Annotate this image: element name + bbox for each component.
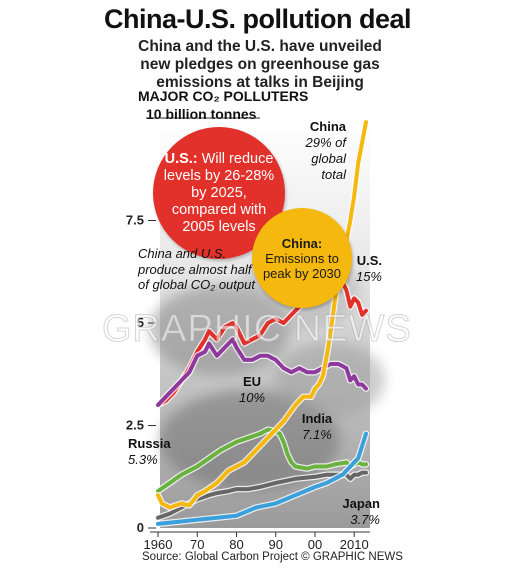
us-share: 15% — [355, 269, 382, 284]
china-annotation: China 29% of global total — [300, 119, 346, 183]
india-annotation: India 7.1% — [292, 411, 342, 443]
us-annotation: U.S. 15% — [346, 253, 382, 285]
x-tick-label: 1960 — [144, 537, 173, 552]
series-line-us — [156, 280, 368, 407]
x-tick-label: 00 — [308, 537, 322, 552]
india-share: 7.1% — [302, 427, 332, 442]
china-pledge-bubble: China: Emissions to peak by 2030 — [252, 208, 352, 308]
india-series-name: India — [301, 411, 333, 426]
japan-series-name: Japan — [342, 496, 380, 511]
subtitle-line-2: new pledges on greenhouse gas — [140, 56, 380, 73]
subtitle-line-1: China and the U.S. have unveiled — [138, 38, 382, 55]
eu-annotation: EU 10% — [232, 374, 272, 406]
china-share: 29% of global total — [305, 135, 346, 182]
japan-share: 3.7% — [350, 512, 380, 527]
y-tick-label: 2.5 — [126, 418, 144, 433]
axes: 0 2.5 5 7.5 1960 70 80 90 00 2010 — [126, 117, 370, 552]
source-credit: Source: Global Carbon Project © GRAPHIC … — [142, 551, 403, 563]
x-tick-label: 90 — [269, 537, 283, 552]
subtitle-line-3: emissions at talks in Beijing — [156, 74, 364, 91]
watermark: GRAPHIC NEWS — [102, 308, 412, 351]
y-axis-unit-label: 10 billion tonnes — [146, 106, 257, 122]
russia-annotation: Russia 5.3% — [128, 436, 178, 468]
us-series-name: U.S. — [356, 253, 382, 268]
series-line-eu — [156, 337, 368, 407]
eu-share: 10% — [238, 390, 266, 405]
china-pledge-text: Emissions to peak by 2030 — [262, 250, 342, 281]
china-series-name: China — [309, 119, 346, 134]
y-tick-label: 0 — [137, 520, 144, 535]
series-line-india — [156, 431, 368, 526]
russia-share: 5.3% — [128, 452, 158, 467]
us-pledge-label: U.S.: — [164, 150, 198, 167]
us-pledge-text: Will reduce levels by 26-28% by 2025, co… — [163, 150, 275, 235]
x-tick-label: 80 — [229, 537, 243, 552]
eu-series-name: EU — [242, 374, 262, 389]
x-tick-label: 2010 — [340, 537, 369, 552]
chart-title: MAJOR CO₂ POLLUTERS — [138, 88, 309, 104]
series-line-japan — [156, 470, 368, 520]
russia-series-name: Russia — [128, 436, 171, 451]
china-pledge-label: China: — [281, 235, 323, 251]
headline: China-U.S. pollution deal — [104, 4, 412, 34]
japan-annotation: Japan 3.7% — [336, 496, 380, 528]
y-tick-label: 5 — [137, 315, 144, 330]
x-tick-label: 70 — [190, 537, 204, 552]
y-tick-label: 7.5 — [126, 213, 144, 228]
share-note: China and U.S. produce almost half of gl… — [138, 246, 255, 292]
